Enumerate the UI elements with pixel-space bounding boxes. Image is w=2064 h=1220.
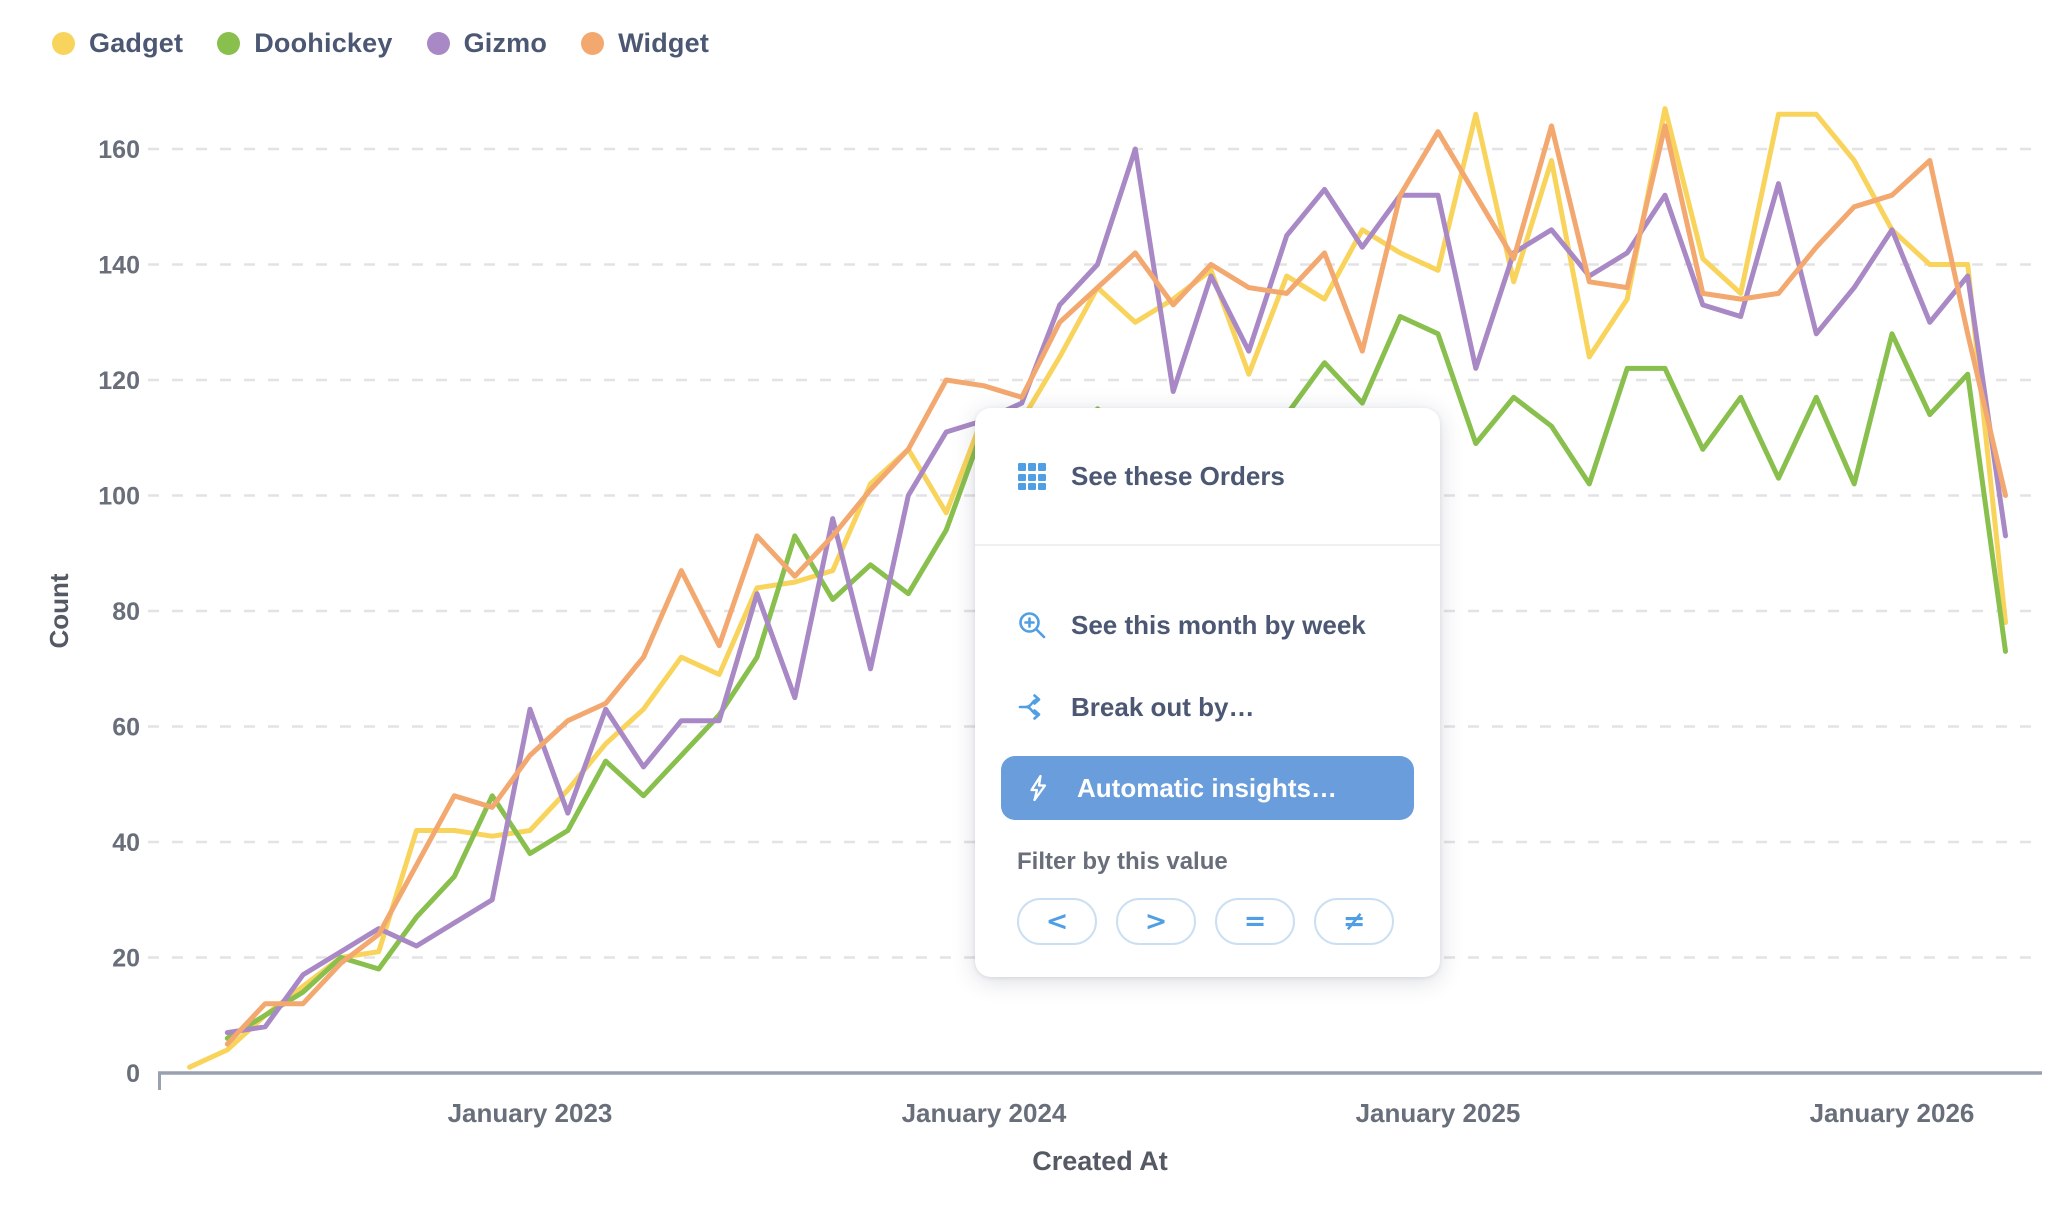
filter-operator-lt[interactable]: <: [1017, 898, 1097, 945]
y-tick-label: 0: [126, 1060, 140, 1088]
filter-by-value-label: Filter by this value: [1017, 848, 1228, 875]
y-tick-label: 20: [112, 945, 140, 973]
x-tick-label: January 2025: [1356, 1098, 1521, 1128]
x-axis-title: Created At: [1032, 1146, 1168, 1176]
legend-item-doohickey[interactable]: Doohickey: [217, 28, 392, 59]
menu-item-see-these-orders[interactable]: See these Orders: [975, 408, 1440, 544]
menu-item-see-month-by-week[interactable]: See this month by week: [975, 596, 1440, 654]
filter-operator-eq[interactable]: =: [1215, 898, 1295, 945]
legend-item-gizmo[interactable]: Gizmo: [426, 28, 548, 59]
menu-item-label: Break out by…: [1071, 691, 1255, 722]
legend-dot: [426, 32, 450, 55]
table-grid-icon: [1017, 461, 1047, 491]
legend-dot: [217, 32, 241, 55]
legend-dot: [581, 32, 605, 55]
legend-label: Gizmo: [463, 28, 548, 58]
series-line-gizmo[interactable]: [224, 146, 2008, 1036]
y-tick-label: 40: [112, 829, 140, 857]
insights-bolt-icon: [1023, 773, 1053, 803]
x-tick-label: January 2023: [448, 1098, 613, 1128]
button-label: Automatic insights…: [1077, 772, 1338, 803]
drill-context-menu: See these Orders See this month by week: [975, 408, 1440, 977]
y-tick-label: 120: [98, 367, 140, 395]
series-line-widget[interactable]: [224, 123, 2008, 1047]
menu-item-label: See these Orders: [1071, 460, 1285, 491]
y-tick-label: 160: [98, 136, 140, 164]
legend-item-widget[interactable]: Widget: [581, 28, 709, 59]
y-tick-label: 80: [112, 598, 140, 626]
filter-operator-gt[interactable]: >: [1116, 898, 1196, 945]
legend-label: Doohickey: [254, 28, 393, 58]
y-axis-title: Count: [44, 573, 74, 648]
menu-divider: [975, 544, 1440, 546]
x-tick-label: January 2026: [1810, 1098, 1975, 1128]
menu-item-break-out-by[interactable]: Break out by…: [975, 678, 1440, 736]
legend-dot: [52, 32, 75, 55]
legend-item-gadget[interactable]: Gadget: [52, 28, 183, 59]
zoom-in-icon: [1017, 610, 1047, 640]
legend: Gadget Doohickey Gizmo Widget: [52, 28, 709, 59]
y-tick-label: 100: [98, 483, 140, 511]
y-tick-label: 60: [112, 714, 140, 742]
y-tick-label: 140: [98, 252, 140, 280]
legend-label: Gadget: [89, 28, 184, 58]
legend-label: Widget: [618, 28, 710, 58]
menu-item-label: See this month by week: [1071, 609, 1366, 640]
filter-operator-pills: < > = ≠: [1017, 898, 1440, 945]
filter-operator-ne[interactable]: ≠: [1314, 898, 1394, 945]
x-tick-label: January 2024: [902, 1098, 1067, 1128]
breakout-split-icon: [1017, 692, 1047, 722]
automatic-insights-button[interactable]: Automatic insights…: [1001, 756, 1414, 820]
